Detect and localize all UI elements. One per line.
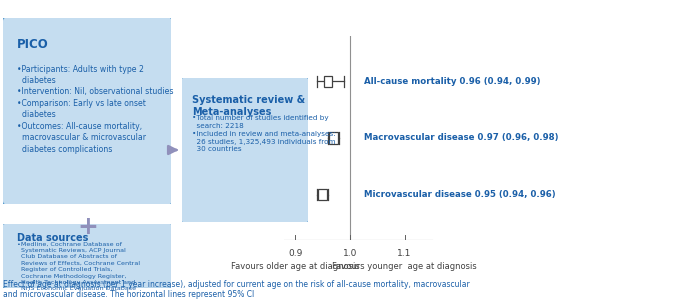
Text: Data sources: Data sources: [17, 232, 88, 242]
FancyBboxPatch shape: [2, 16, 173, 206]
Text: Macrovascular disease 0.97 (0.96, 0.98): Macrovascular disease 0.97 (0.96, 0.98): [364, 134, 558, 142]
FancyBboxPatch shape: [2, 223, 173, 289]
Text: +: +: [77, 214, 98, 239]
Text: 1.1: 1.1: [397, 248, 412, 257]
Text: 1.0: 1.0: [342, 248, 357, 257]
Text: •Participants: Adults with type 2
  diabetes
•Intervention: Nil, observational s: •Participants: Adults with type 2 diabet…: [17, 64, 173, 154]
Text: Systematic review &
Meta-analyses: Systematic review & Meta-analyses: [192, 95, 305, 117]
Text: Favours younger  age at diagnosis: Favours younger age at diagnosis: [332, 262, 477, 271]
Text: Microvascular disease 0.95 (0.94, 0.96): Microvascular disease 0.95 (0.94, 0.96): [364, 190, 556, 199]
FancyBboxPatch shape: [180, 76, 310, 224]
Text: Favours older age at diagnosis: Favours older age at diagnosis: [231, 262, 360, 271]
Bar: [323, 76, 332, 87]
Text: Effect of age at diagnosis (per 1 year increase), adjusted for current age on th: Effect of age at diagnosis (per 1 year i…: [3, 280, 470, 299]
Text: 0.9: 0.9: [288, 248, 302, 257]
Bar: [329, 132, 338, 144]
Text: PICO: PICO: [17, 38, 49, 52]
Text: All-cause mortality 0.96 (0.94, 0.99): All-cause mortality 0.96 (0.94, 0.99): [364, 77, 540, 86]
Text: •Total number of studies identified by
  search: 2218
•Included in review and me: •Total number of studies identified by s…: [192, 116, 336, 152]
Text: •Medline, Cochrane Database of
  Systematic Reviews, ACP Journal
  Club Database: •Medline, Cochrane Database of Systemati…: [17, 242, 140, 291]
Bar: [319, 189, 327, 200]
